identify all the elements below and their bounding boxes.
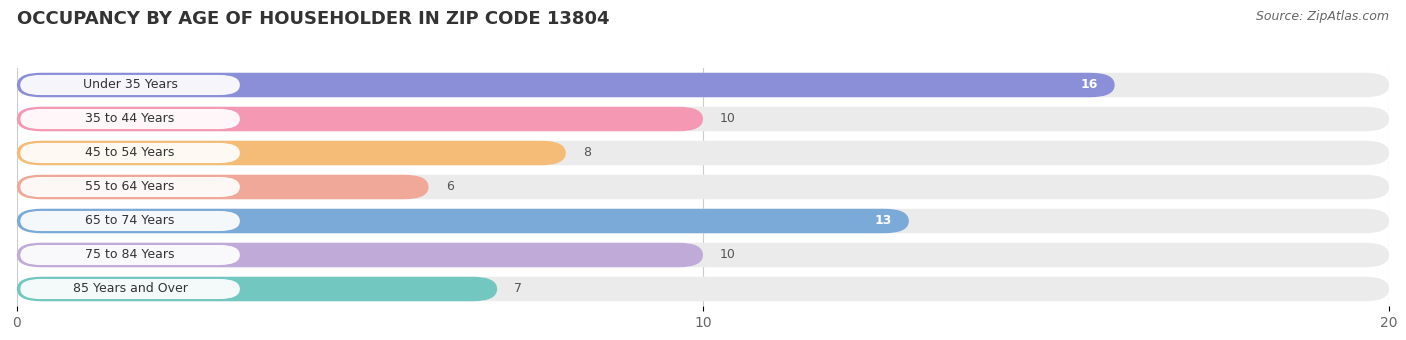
Text: 35 to 44 Years: 35 to 44 Years xyxy=(86,113,174,125)
FancyBboxPatch shape xyxy=(20,279,240,299)
FancyBboxPatch shape xyxy=(20,245,240,265)
Text: 85 Years and Over: 85 Years and Over xyxy=(73,283,187,295)
Text: 16: 16 xyxy=(1080,79,1098,91)
Text: 7: 7 xyxy=(515,283,522,295)
Text: Under 35 Years: Under 35 Years xyxy=(83,79,177,91)
FancyBboxPatch shape xyxy=(17,209,1389,233)
FancyBboxPatch shape xyxy=(17,73,1115,97)
FancyBboxPatch shape xyxy=(17,277,498,301)
Text: OCCUPANCY BY AGE OF HOUSEHOLDER IN ZIP CODE 13804: OCCUPANCY BY AGE OF HOUSEHOLDER IN ZIP C… xyxy=(17,10,609,28)
Text: 6: 6 xyxy=(446,181,454,193)
Text: 10: 10 xyxy=(720,113,735,125)
FancyBboxPatch shape xyxy=(17,141,1389,165)
FancyBboxPatch shape xyxy=(17,107,1389,131)
FancyBboxPatch shape xyxy=(20,75,240,95)
FancyBboxPatch shape xyxy=(17,73,1389,97)
FancyBboxPatch shape xyxy=(17,243,1389,267)
FancyBboxPatch shape xyxy=(17,175,1389,199)
FancyBboxPatch shape xyxy=(17,175,429,199)
Text: 65 to 74 Years: 65 to 74 Years xyxy=(86,215,174,227)
Text: 8: 8 xyxy=(583,147,591,159)
Text: 75 to 84 Years: 75 to 84 Years xyxy=(86,249,174,261)
FancyBboxPatch shape xyxy=(17,209,908,233)
FancyBboxPatch shape xyxy=(17,243,703,267)
FancyBboxPatch shape xyxy=(20,143,240,163)
FancyBboxPatch shape xyxy=(20,211,240,231)
Text: 55 to 64 Years: 55 to 64 Years xyxy=(86,181,174,193)
FancyBboxPatch shape xyxy=(17,141,565,165)
FancyBboxPatch shape xyxy=(20,109,240,129)
Text: Source: ZipAtlas.com: Source: ZipAtlas.com xyxy=(1256,10,1389,23)
FancyBboxPatch shape xyxy=(17,277,1389,301)
FancyBboxPatch shape xyxy=(20,177,240,197)
FancyBboxPatch shape xyxy=(17,107,703,131)
Text: 10: 10 xyxy=(720,249,735,261)
Text: 13: 13 xyxy=(875,215,891,227)
Text: 45 to 54 Years: 45 to 54 Years xyxy=(86,147,174,159)
